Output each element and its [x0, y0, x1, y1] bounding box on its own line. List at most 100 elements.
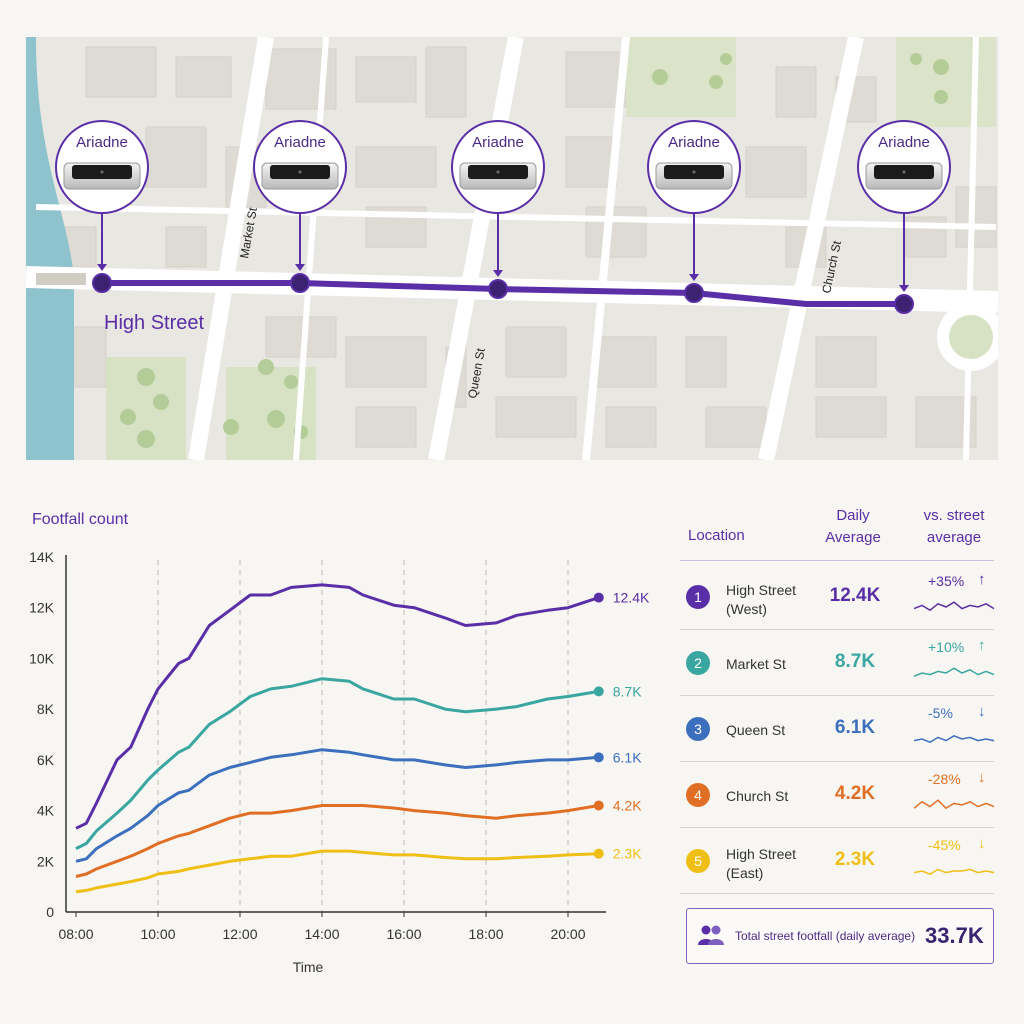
arrow-down-icon: ↓	[978, 835, 986, 852]
sensor-5: Ariadne	[857, 120, 951, 314]
series-lines: 12.4K 8.7K 6.1K 4.2K 2.3K	[75, 583, 650, 894]
series-end-point	[593, 592, 604, 603]
header-vs-line2: average	[926, 529, 982, 546]
series-end-point	[593, 752, 604, 763]
arrow-head-icon	[689, 274, 699, 281]
y-tick-label: 8K	[37, 701, 55, 717]
sparkline-path	[914, 734, 995, 744]
header-location: Location	[688, 527, 745, 544]
sparkline	[914, 868, 995, 876]
header-avg-line1: Daily	[836, 507, 870, 524]
y-tick-labels: 0 2K 4K 6K 8K 10K 12K 14K	[29, 549, 55, 920]
header-vs-line1: vs. street	[923, 507, 985, 524]
arrow-head-icon	[97, 264, 107, 271]
high-street-route	[102, 280, 904, 307]
series-line-3	[75, 748, 599, 863]
daily-average: 12.4K	[829, 585, 881, 606]
arrow-down-icon: ↓	[978, 703, 986, 720]
series-end-label: 12.4K	[613, 590, 650, 606]
arrow-head-icon	[899, 285, 909, 292]
daily-average: 8.7K	[834, 651, 876, 672]
rank-badge: 4	[686, 783, 710, 807]
arrow-head-icon	[493, 270, 503, 277]
series-end-label: 2.3K	[613, 846, 642, 862]
rank-badge: 2	[686, 651, 710, 675]
sensor-label: Ariadne	[878, 134, 930, 151]
y-tick-label: 4K	[37, 803, 55, 819]
x-tick-label: 20:00	[550, 926, 585, 942]
y-tick-label: 2K	[37, 853, 55, 869]
vs-average-pct: -45%	[928, 837, 961, 853]
y-tick-label: 14K	[29, 549, 55, 565]
x-tick-label: 16:00	[386, 926, 421, 942]
series-end-point	[593, 686, 604, 697]
sensor-label: Ariadne	[76, 134, 128, 151]
vs-average-pct: -5%	[928, 705, 953, 721]
chart-title: Footfall count	[32, 511, 129, 528]
location-name: High Street (West)	[726, 581, 826, 619]
x-tick-label: 14:00	[304, 926, 339, 942]
x-tick-label: 08:00	[58, 926, 93, 942]
sensor-point	[894, 294, 914, 314]
location-line1: Market St	[726, 656, 786, 672]
sensor-label: Ariadne	[668, 134, 720, 151]
location-name: Market St	[726, 655, 826, 674]
total-value: 33.7K	[925, 923, 984, 948]
sensor-label: Ariadne	[274, 134, 326, 151]
rank-badge: 1	[686, 585, 710, 609]
high-street-label: High Street	[104, 312, 204, 334]
x-tick-label: 12:00	[222, 926, 257, 942]
location-line1: Church St	[726, 788, 789, 804]
x-tick-label: 10:00	[140, 926, 175, 942]
series-end-label: 8.7K	[613, 683, 642, 699]
sensor-point	[684, 283, 704, 303]
rank-badge: 5	[686, 849, 710, 873]
chart-grid	[157, 560, 569, 912]
sparkline-path	[914, 799, 995, 810]
series-end-point	[593, 800, 604, 811]
sensor-point	[290, 273, 310, 293]
table-row: 4 Church St 4.2K -28% ↓	[680, 761, 995, 828]
series-end-point	[593, 848, 604, 859]
location-name: Church St	[726, 787, 826, 806]
total-label: Total street footfall (daily average)	[735, 929, 916, 943]
sparkline	[914, 734, 995, 744]
vs-average-pct: -28%	[928, 771, 961, 787]
total-footfall-box: Total street footfall (daily average) 33…	[686, 908, 994, 964]
y-tick-label: 6K	[37, 752, 55, 768]
location-line2: (West)	[726, 601, 767, 617]
location-line1: High Street	[726, 846, 797, 862]
daily-average: 4.2K	[834, 783, 876, 804]
header-vs-street: vs. street average	[908, 505, 1000, 549]
x-tick-label: 18:00	[468, 926, 503, 942]
sensor-point	[488, 279, 508, 299]
sparkline-path	[914, 868, 995, 876]
sensor-group: Ariadne Ariadne Ariadne Ariadne Ariadne	[55, 120, 951, 314]
vs-average-pct: +10%	[928, 639, 965, 655]
rank-badge: 3	[686, 717, 710, 741]
header-avg-line2: Average	[825, 529, 881, 546]
table-row: 3 Queen St 6.1K -5% ↓	[680, 695, 995, 762]
series-line-4	[75, 804, 600, 878]
sensor-label: Ariadne	[472, 134, 524, 151]
daily-average: 2.3K	[834, 849, 876, 870]
x-tick-labels: 08:00 10:00 12:00 14:00 16:00 18:00 20:00	[58, 912, 586, 942]
sensor-3: Ariadne	[451, 120, 545, 299]
arrow-head-icon	[295, 264, 305, 271]
header-divider	[680, 560, 994, 561]
table-row: 2 Market St 8.7K +10% ↑	[680, 629, 995, 696]
sensor-4: Ariadne	[647, 120, 741, 303]
sparkline	[914, 601, 995, 612]
location-name: Queen St	[726, 721, 826, 740]
sparkline-path	[914, 601, 995, 612]
sparkline-path	[914, 667, 995, 677]
x-axis-title: Time	[293, 959, 324, 975]
location-name: High Street (East)	[726, 845, 826, 883]
footfall-chart: Footfall count 0 2K 4K 6K 8K 10K 12K 14K 08:00 1…	[29, 511, 650, 975]
sparkline	[914, 667, 995, 677]
sparkline	[914, 799, 995, 810]
series-line-5	[75, 849, 599, 894]
y-tick-label: 10K	[29, 650, 55, 666]
series-end-label: 4.2K	[613, 798, 642, 814]
arrow-down-icon: ↓	[978, 769, 986, 786]
